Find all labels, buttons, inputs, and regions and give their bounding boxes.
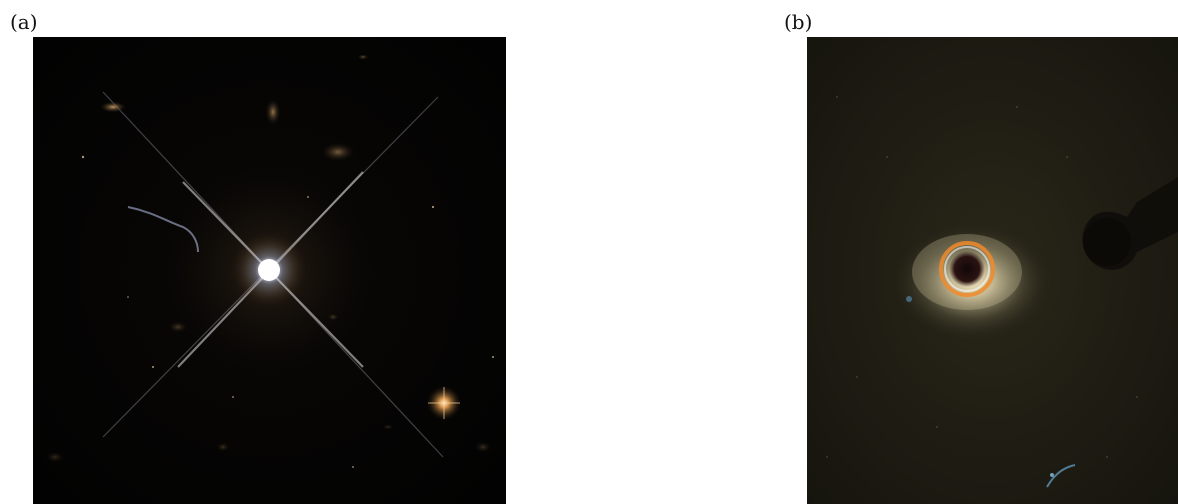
- panel-a-label: (a): [10, 10, 38, 34]
- panel-b-image: [807, 37, 1178, 504]
- panel-b-label: (b): [784, 10, 813, 34]
- panel-a-image: [33, 37, 506, 504]
